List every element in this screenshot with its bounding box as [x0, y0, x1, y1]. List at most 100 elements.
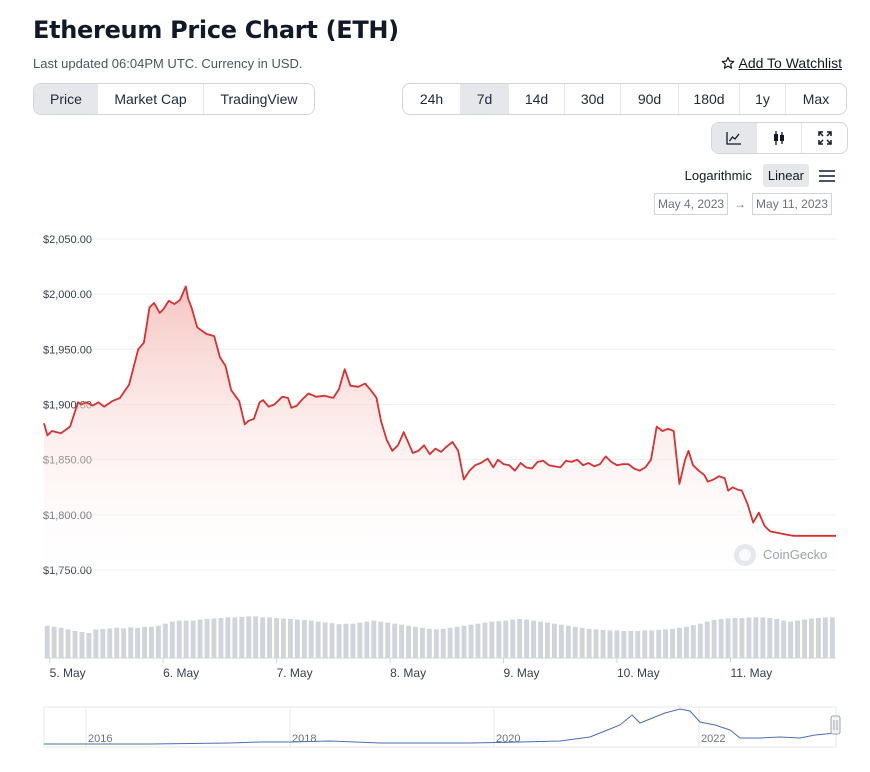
volume-bar	[621, 631, 627, 658]
price-line[interactable]	[43, 285, 836, 537]
volume-bars	[44, 616, 835, 658]
star-icon	[721, 56, 734, 69]
range-1y[interactable]: 1y	[740, 84, 786, 114]
volume-bar	[267, 617, 272, 658]
range-7d[interactable]: 7d	[461, 84, 509, 114]
tab-market-cap[interactable]: Market Cap	[98, 84, 204, 114]
volume-bar	[114, 627, 120, 658]
volume-bar	[822, 617, 828, 658]
fullscreen-button[interactable]	[802, 123, 847, 153]
y-tick-label: $1,950.00	[43, 344, 92, 356]
volume-bar	[565, 625, 571, 658]
volume-bar	[510, 619, 516, 658]
volume-bar	[829, 617, 835, 658]
volume-bar	[788, 621, 794, 658]
range-180d[interactable]: 180d	[679, 84, 740, 114]
volume-bar	[343, 623, 349, 658]
volume-bar	[635, 631, 641, 658]
volume-bar	[100, 628, 106, 658]
volume-bar	[746, 617, 752, 658]
navigator-year-label: 2022	[701, 733, 725, 745]
range-max[interactable]: Max	[802, 91, 830, 107]
date-to-input[interactable]: May 11, 2023	[752, 193, 832, 215]
volume-bar	[677, 627, 682, 658]
date-from-input[interactable]: May 4, 2023	[654, 193, 729, 215]
volume-bar	[413, 626, 418, 658]
volume-bar	[795, 620, 800, 658]
volume-bar	[670, 628, 675, 658]
volume-bar	[663, 629, 668, 658]
volume-bar	[315, 621, 321, 658]
volume-bar	[802, 619, 807, 658]
volume-bar	[628, 631, 634, 658]
volume-bar	[72, 631, 78, 658]
price-chart[interactable]: $2,050.00$2,000.00$1,950.00$1,900.00$1,8…	[0, 225, 870, 765]
logarithmic-option[interactable]: Logarithmic	[684, 168, 752, 183]
volume-bar	[503, 620, 509, 658]
range-14d[interactable]: 14d	[509, 84, 565, 114]
volume-bar	[558, 624, 564, 658]
linear-option[interactable]: Linear	[762, 164, 809, 187]
volume-bar	[468, 624, 474, 658]
line-chart-icon	[726, 132, 741, 145]
volume-bar	[288, 619, 293, 658]
candlestick-button[interactable]	[757, 123, 802, 153]
hamburger-menu-icon[interactable]	[819, 169, 837, 183]
fullscreen-icon	[817, 131, 832, 145]
volume-bar	[718, 619, 724, 658]
volume-bar	[357, 622, 363, 658]
range-90d[interactable]: 90d	[621, 84, 679, 114]
x-tick-label: 11. May	[730, 666, 772, 680]
volume-bar	[371, 620, 377, 658]
range-24h[interactable]: 24h	[403, 84, 461, 114]
line-chart-button[interactable]	[712, 123, 757, 153]
x-tick-label: 7. May	[277, 666, 313, 680]
volume-bar	[545, 622, 550, 658]
volume-bar	[781, 620, 787, 658]
last-updated-text: Last updated 06:04PM UTC. Currency in US…	[33, 56, 303, 71]
volume-bar	[607, 630, 613, 658]
volume-bar	[649, 630, 655, 658]
add-to-watchlist-link[interactable]: Add To Watchlist	[721, 55, 842, 71]
volume-bar	[524, 619, 530, 658]
volume-bar	[253, 616, 259, 658]
date-range-selector: May 4, 2023 → May 11, 2023	[654, 193, 832, 215]
volume-bar	[440, 628, 446, 658]
volume-bar	[767, 618, 773, 658]
volume-bar	[211, 618, 217, 658]
volume-bar	[586, 628, 592, 658]
time-range-tabs: 24h 7d 14d 30d 90d 180d 1y Max	[402, 83, 847, 115]
volume-bar	[329, 623, 335, 658]
volume-bar	[475, 623, 481, 658]
volume-bar	[197, 619, 203, 658]
range-30d[interactable]: 30d	[565, 84, 621, 114]
volume-bar	[364, 621, 370, 658]
volume-bar	[433, 629, 439, 658]
volume-bar	[336, 624, 342, 658]
tab-price[interactable]: Price	[34, 84, 98, 114]
volume-bar	[447, 627, 453, 658]
x-tick-label: 10. May	[617, 666, 660, 680]
volume-bar	[86, 633, 92, 658]
tab-tradingview[interactable]: TradingView	[220, 91, 298, 107]
volume-bar	[809, 618, 814, 658]
volume-bar	[399, 624, 404, 658]
volume-bar	[294, 619, 300, 658]
volume-bar	[420, 627, 425, 658]
volume-bar	[204, 619, 210, 658]
volume-bar	[246, 616, 252, 658]
volume-bar	[183, 620, 189, 658]
volume-bar	[301, 620, 307, 658]
volume-bar	[274, 618, 279, 658]
navigator-handle[interactable]	[830, 715, 841, 735]
volume-bar	[260, 617, 266, 658]
volume-bar	[711, 620, 717, 658]
volume-bar	[531, 620, 536, 658]
volume-bar	[239, 616, 245, 658]
volume-bar	[697, 623, 703, 658]
time-navigator[interactable]: 2016 2018 2020 2022	[43, 706, 841, 748]
volume-bar	[149, 626, 154, 658]
volume-bar	[79, 632, 85, 658]
volume-bar	[169, 621, 175, 658]
volume-bar	[176, 620, 182, 658]
